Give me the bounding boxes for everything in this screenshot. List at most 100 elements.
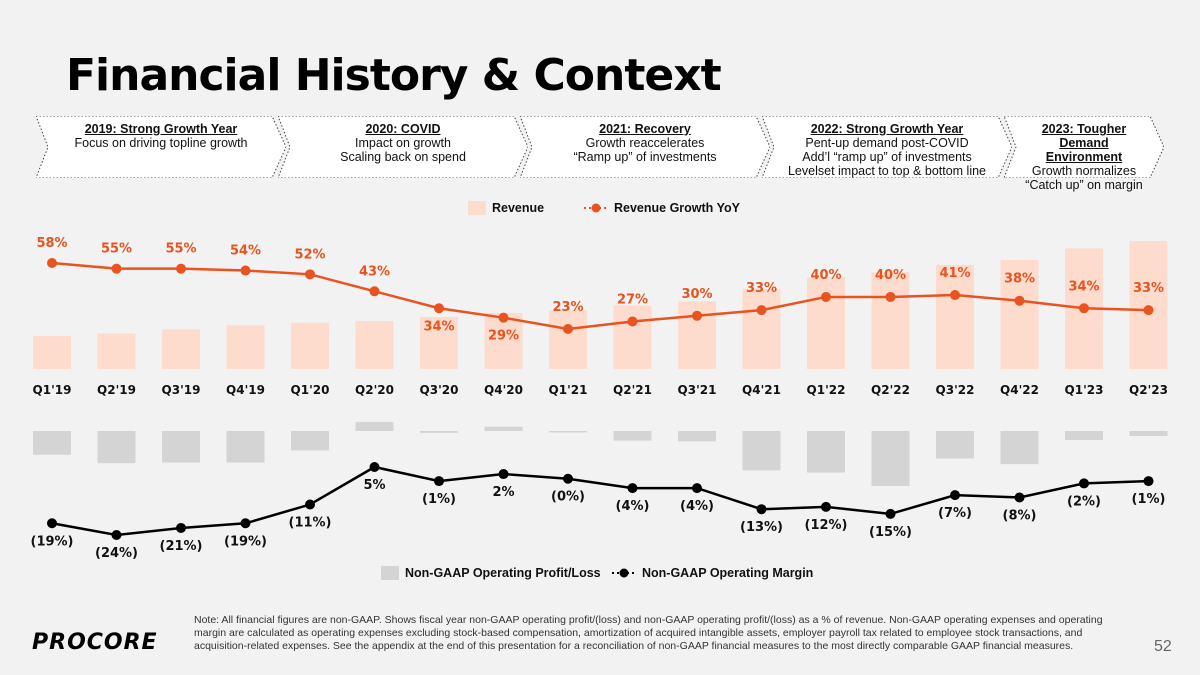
phase-4: 2022: Strong Growth Year Pent-up demand p… (762, 116, 1012, 178)
phase-heading: 2023: Tougher Demand Environment (1041, 122, 1127, 164)
revenue-bar (33, 335, 71, 369)
op-profit-bar (484, 426, 523, 431)
op-profit-bar (936, 431, 974, 459)
revenue-growth-point (47, 258, 57, 268)
legend-revenue-label: Revenue (492, 201, 545, 215)
revenue-growth-point (1014, 295, 1025, 306)
legend-op-profit-swatch (381, 566, 399, 580)
phase-chevron-shape (520, 116, 770, 178)
revenue-growth-point (885, 291, 896, 302)
revenue-growth-label: 55% (101, 242, 132, 257)
legend-revenue-growth: Revenue Growth YoY (584, 201, 740, 215)
x-tick-label: Q4'19 (226, 383, 265, 397)
op-profit-bar (355, 421, 394, 431)
phase-line: Add’l “ramp up” of investments (802, 150, 972, 164)
x-tick-label: Q4'21 (742, 383, 781, 397)
revenue-growth-label: 34% (423, 319, 454, 334)
phase-line: “Catch up” on margin (1025, 178, 1143, 192)
op-margin-point (1143, 476, 1154, 487)
op-margin-label: (21%) (160, 539, 203, 554)
op-profit-bar (162, 431, 200, 463)
op-margin-point (176, 522, 186, 533)
op-profit-bar (97, 431, 136, 464)
revenue-bar (1129, 241, 1168, 369)
legend-revenue-swatch (468, 201, 486, 215)
phase-line: Growth reaccelerates (585, 136, 705, 150)
revenue-growth-label: 33% (1133, 281, 1164, 296)
revenue-growth-label: 40% (875, 268, 906, 283)
revenue-growth-point (563, 324, 573, 334)
x-tick-label: Q3'21 (678, 383, 717, 397)
revenue-bar (807, 277, 845, 369)
phase-chevron-shape (36, 116, 286, 178)
revenue-growth-label: 41% (939, 266, 970, 281)
op-margin-label: (0%) (551, 490, 585, 505)
x-tick-label: Q3'19 (162, 383, 201, 397)
revenue-growth-point (498, 312, 509, 323)
legend-revenue: Revenue (468, 201, 544, 215)
footnote: Note: All financial figures are non-GAAP… (194, 614, 1103, 652)
phase-chevron-shape (278, 116, 528, 178)
op-profit-bar (1129, 431, 1168, 436)
phase-chevron-shape (1004, 116, 1164, 178)
revenue-growth-point (305, 269, 315, 280)
phase-heading: 2021: Recovery (599, 122, 691, 136)
op-margin-label: (2%) (1067, 494, 1101, 509)
phase-heading: 2022: Strong Growth Year (810, 122, 964, 136)
revenue-bar (355, 321, 394, 369)
revenue-growth-label: 54% (230, 244, 261, 259)
revenue-bar (613, 305, 652, 369)
x-tick-label: Q2'22 (871, 383, 910, 397)
op-profit-bar (420, 431, 458, 433)
x-tick-label: Q2'21 (613, 383, 652, 397)
op-margin-label: (4%) (680, 499, 714, 514)
revenue-growth-line (51, 261, 1149, 331)
x-tick-label: Q2'20 (355, 383, 394, 397)
revenue-growth-label: 30% (681, 287, 712, 302)
x-tick-label: Q1'23 (1065, 383, 1104, 397)
phase-chevron-shape (762, 116, 1012, 178)
op-margin-point (821, 501, 831, 512)
x-tick-label: Q4'22 (1000, 383, 1039, 397)
x-tick-label: Q2'23 (1129, 383, 1168, 397)
revenue-growth-point (1079, 303, 1089, 314)
op-margin-point (240, 518, 251, 529)
op-margin-point (885, 508, 896, 519)
legend-revenue-growth-label: Revenue Growth YoY (614, 201, 740, 215)
phase-line: Pent-up demand post-COVID (805, 136, 969, 150)
op-profit-bar (871, 431, 910, 486)
x-tick-label: Q3'22 (936, 383, 975, 397)
revenue-growth-label: 52% (294, 247, 325, 262)
op-margin-point (369, 462, 380, 472)
page-title: Financial History & Context (66, 50, 722, 101)
op-margin-label: (24%) (95, 546, 138, 561)
op-margin-label: (15%) (869, 525, 912, 540)
op-profit-bar (613, 431, 652, 441)
op-margin-label: 5% (363, 478, 385, 493)
op-profit-bar (742, 431, 781, 471)
revenue-growth-label: 29% (488, 329, 519, 344)
revenue-bar (871, 272, 910, 369)
revenue-growth-point (434, 303, 444, 314)
revenue-growth-point (821, 291, 831, 302)
phase-5: 2023: Tougher Demand Environment Growth n… (1004, 116, 1164, 192)
op-margin-line (51, 465, 1149, 537)
phase-line: Focus on driving topline growth (74, 136, 248, 150)
op-profit-bar (1000, 431, 1039, 465)
op-profit-bar (291, 431, 329, 451)
revenue-growth-point (950, 290, 960, 301)
revenue-growth-label: 43% (359, 264, 390, 279)
phase-line: “Ramp up” of investments (573, 150, 717, 164)
op-profit-bar (33, 431, 71, 455)
revenue-bar (226, 325, 265, 369)
revenue-bar (97, 333, 136, 369)
phase-2: 2020: COVID Impact on growth Scaling back … (278, 116, 528, 178)
revenue-bar (549, 310, 587, 369)
op-margin-point (1014, 492, 1025, 503)
revenue-growth-point (176, 263, 186, 274)
op-margin-point (563, 473, 573, 484)
op-profit-bar (678, 431, 716, 442)
op-margin-label: (1%) (1132, 492, 1166, 507)
revenue-growth-label: 33% (746, 281, 777, 296)
